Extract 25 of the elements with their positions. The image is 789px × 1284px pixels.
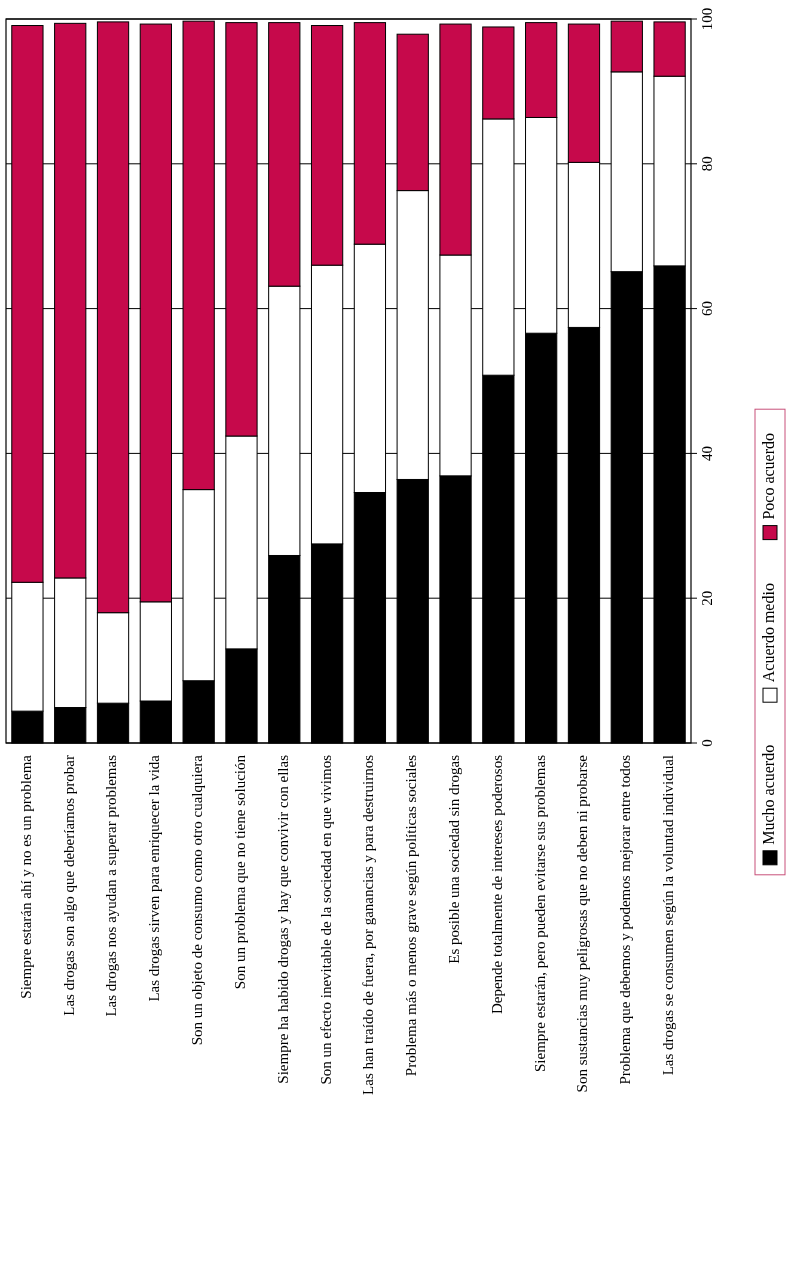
x-tick-label: Es posible una sociedad sin drogas bbox=[445, 754, 462, 964]
y-tick-label: 60 bbox=[699, 301, 716, 317]
x-tick-label: Siempre estarán ahí y no es un problema bbox=[17, 754, 34, 999]
x-tick-label: Son un efecto inevitable de la sociedad en que vivimos bbox=[317, 754, 334, 1085]
x-tick-label: Siempre estarán, pero pueden evitarse sus problemas bbox=[531, 754, 548, 1072]
y-tick-label: 80 bbox=[699, 156, 716, 172]
y-tick-label: 20 bbox=[699, 590, 716, 606]
x-tick-label: Las drogas nos ayudan a superar problemas bbox=[103, 754, 120, 1017]
x-tick-label: Son un objeto de consumo como otro cualquiera bbox=[189, 754, 206, 1046]
text: Mucho acuerdo bbox=[759, 744, 777, 845]
text: Acuerdo medio bbox=[759, 583, 777, 683]
x-tick-label: Son sustancias muy peligrosas que no deben ni probarse bbox=[574, 754, 591, 1093]
x-tick-label: Las drogas se consumen según la voluntad individual bbox=[660, 755, 677, 1076]
x-tick-label: Son un problema que no tiene solución bbox=[231, 754, 248, 990]
y-tick-label: 100 bbox=[699, 7, 716, 31]
x-tick-label: Las han traído de fuera, por ganancias y para destruirnos bbox=[360, 754, 377, 1095]
x-tick-label: Depende totalmente de intereses poderosos bbox=[488, 754, 505, 1015]
x-tick-label: Las drogas sirven para enriquecer la vida bbox=[146, 754, 163, 1002]
y-tick-label: 0 bbox=[699, 739, 716, 747]
x-tick-label: Problema que debemos y podemos mejorar entre todos bbox=[617, 754, 634, 1085]
y-tick-label: 40 bbox=[699, 445, 716, 461]
x-tick-label: Siempre ha habido drogas y hay que convivir con ellas bbox=[274, 754, 291, 1084]
x-tick-label: Problema más o menos grave según políticas sociales bbox=[403, 754, 420, 1077]
x-tick-label: Las drogas son algo que deberíamos probar bbox=[60, 755, 77, 1016]
text: Poco acuerdo bbox=[759, 432, 777, 520]
